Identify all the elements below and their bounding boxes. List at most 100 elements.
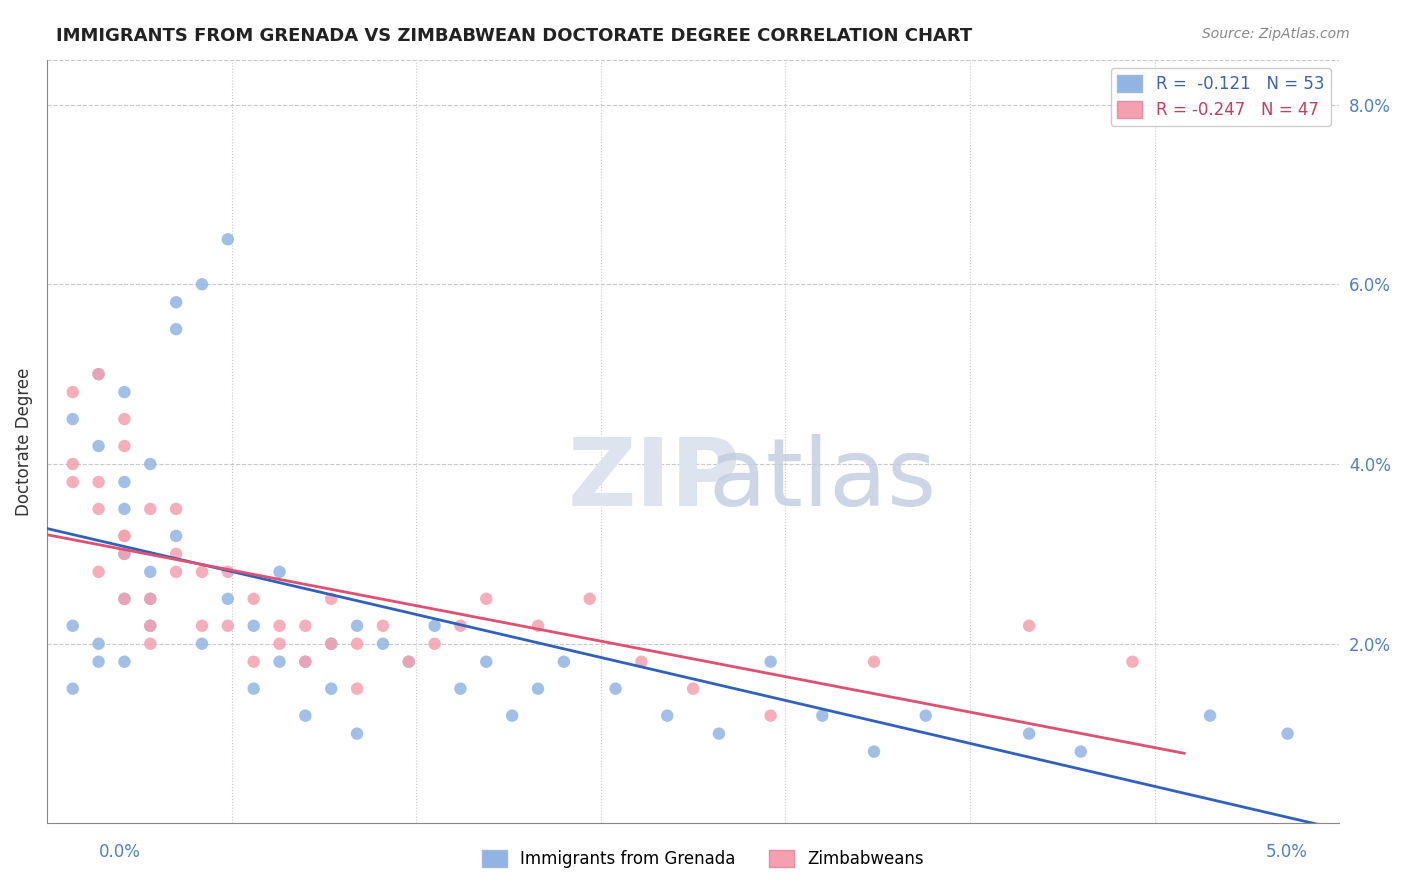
- Point: [62, 457, 84, 471]
- Point: [114, 591, 136, 606]
- Point: [87, 502, 110, 516]
- Text: atlas: atlas: [709, 434, 936, 525]
- Point: [630, 655, 652, 669]
- Point: [321, 637, 343, 651]
- Point: [217, 565, 239, 579]
- Point: [527, 619, 550, 633]
- Point: [114, 529, 136, 543]
- Point: [501, 708, 523, 723]
- Point: [165, 502, 187, 516]
- Point: [346, 681, 368, 696]
- Text: IMMIGRANTS FROM GRENADA VS ZIMBABWEAN DOCTORATE DEGREE CORRELATION CHART: IMMIGRANTS FROM GRENADA VS ZIMBABWEAN DO…: [56, 27, 973, 45]
- Text: 5.0%: 5.0%: [1265, 843, 1308, 861]
- Point: [87, 367, 110, 381]
- Point: [139, 637, 162, 651]
- Point: [62, 619, 84, 633]
- Point: [294, 708, 316, 723]
- Point: [62, 385, 84, 400]
- Point: [139, 502, 162, 516]
- Point: [114, 529, 136, 543]
- Point: [398, 655, 420, 669]
- Point: [62, 681, 84, 696]
- Point: [657, 708, 679, 723]
- Point: [139, 591, 162, 606]
- Point: [217, 232, 239, 246]
- Point: [191, 637, 214, 651]
- Text: 0.0%: 0.0%: [98, 843, 141, 861]
- Point: [1070, 745, 1092, 759]
- Point: [217, 619, 239, 633]
- Point: [398, 655, 420, 669]
- Point: [321, 681, 343, 696]
- Point: [139, 591, 162, 606]
- Point: [87, 367, 110, 381]
- Point: [165, 565, 187, 579]
- Point: [346, 619, 368, 633]
- Point: [114, 655, 136, 669]
- Point: [269, 619, 291, 633]
- Point: [87, 475, 110, 489]
- Point: [759, 708, 782, 723]
- Point: [759, 655, 782, 669]
- Point: [242, 619, 264, 633]
- Point: [87, 637, 110, 651]
- Point: [114, 475, 136, 489]
- Point: [114, 547, 136, 561]
- Point: [165, 547, 187, 561]
- Point: [269, 637, 291, 651]
- Point: [811, 708, 834, 723]
- Point: [139, 619, 162, 633]
- Point: [114, 385, 136, 400]
- Point: [139, 457, 162, 471]
- Point: [269, 565, 291, 579]
- Point: [321, 591, 343, 606]
- Point: [1277, 726, 1299, 740]
- Text: Source: ZipAtlas.com: Source: ZipAtlas.com: [1202, 27, 1350, 41]
- Point: [707, 726, 730, 740]
- Point: [423, 637, 446, 651]
- Point: [294, 619, 316, 633]
- Point: [191, 619, 214, 633]
- Point: [87, 655, 110, 669]
- Point: [578, 591, 600, 606]
- Point: [475, 655, 498, 669]
- Point: [321, 637, 343, 651]
- Point: [62, 412, 84, 426]
- Legend: Immigrants from Grenada, Zimbabweans: Immigrants from Grenada, Zimbabweans: [475, 843, 931, 875]
- Point: [165, 529, 187, 543]
- Point: [449, 681, 471, 696]
- Point: [371, 619, 394, 633]
- Point: [475, 591, 498, 606]
- Point: [62, 475, 84, 489]
- Point: [87, 565, 110, 579]
- Point: [423, 619, 446, 633]
- Point: [269, 655, 291, 669]
- Point: [165, 322, 187, 336]
- Point: [114, 412, 136, 426]
- Point: [449, 619, 471, 633]
- Point: [114, 439, 136, 453]
- Point: [1199, 708, 1222, 723]
- Point: [682, 681, 704, 696]
- Point: [114, 502, 136, 516]
- Point: [114, 591, 136, 606]
- Point: [914, 708, 936, 723]
- Point: [527, 681, 550, 696]
- Point: [346, 637, 368, 651]
- Point: [139, 619, 162, 633]
- Legend: R =  -0.121   N = 53, R = -0.247   N = 47: R = -0.121 N = 53, R = -0.247 N = 47: [1111, 68, 1331, 126]
- Point: [191, 277, 214, 292]
- Point: [114, 547, 136, 561]
- Point: [1018, 619, 1040, 633]
- Y-axis label: Doctorate Degree: Doctorate Degree: [15, 368, 32, 516]
- Point: [1121, 655, 1143, 669]
- Point: [294, 655, 316, 669]
- Point: [863, 745, 886, 759]
- Point: [605, 681, 627, 696]
- Point: [217, 591, 239, 606]
- Point: [242, 681, 264, 696]
- Point: [242, 655, 264, 669]
- Point: [242, 591, 264, 606]
- Point: [191, 565, 214, 579]
- Point: [1018, 726, 1040, 740]
